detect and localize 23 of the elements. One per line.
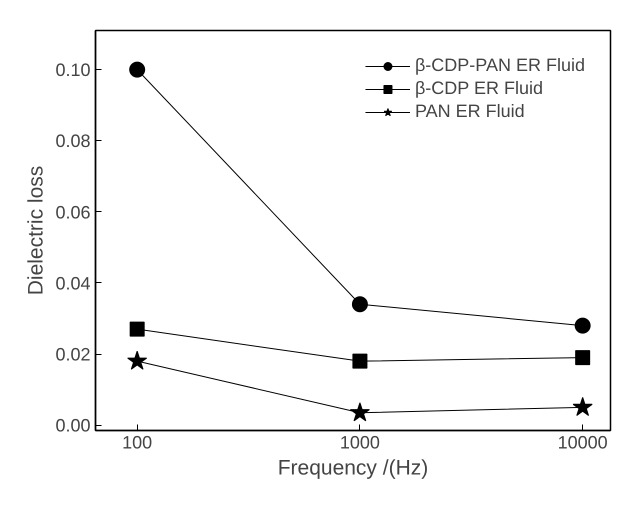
x-tick-label: 1000 — [340, 432, 380, 452]
y-tick-label: 0.08 — [55, 131, 91, 152]
point — [130, 322, 145, 337]
point — [129, 62, 146, 78]
legend-label: β-CDP ER Fluid — [414, 78, 544, 99]
point — [575, 350, 590, 366]
point — [352, 296, 368, 312]
x-tick-label: 10000 — [558, 432, 608, 452]
y-axis-title: Dielectric loss — [24, 166, 48, 296]
point — [350, 402, 370, 422]
y-tick-label: 0.02 — [55, 344, 91, 365]
y-tick-label: 0.04 — [55, 273, 91, 294]
legend-label: β-CDP-PAN ER Fluid — [414, 55, 585, 76]
x-axis-title: Frequency /(Hz) — [278, 456, 428, 480]
y-tick-label: 0.06 — [55, 202, 91, 222]
y-tick-label: 0.10 — [55, 60, 91, 80]
point — [572, 396, 593, 416]
point — [352, 354, 368, 369]
y-tick-label: 0.00 — [55, 416, 91, 436]
x-tick-label: 100 — [122, 432, 152, 452]
point — [127, 350, 148, 370]
legend-label: PAN ER Fluid — [414, 101, 525, 122]
point — [574, 318, 591, 334]
